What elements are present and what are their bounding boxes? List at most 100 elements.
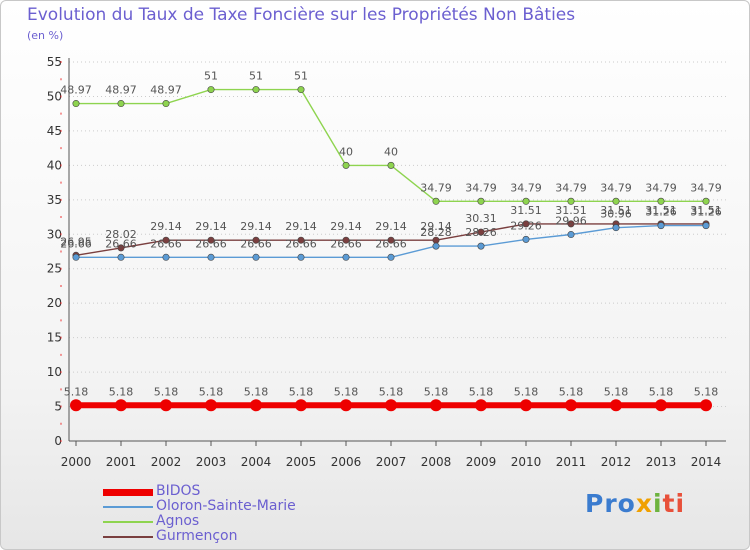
- data-label: 31.26: [690, 206, 722, 219]
- data-label: 30.96: [600, 208, 632, 221]
- data-label: 29.14: [420, 220, 452, 233]
- unit-label: (en %): [27, 29, 64, 42]
- data-label: 26.66: [375, 237, 407, 250]
- data-label: 26.66: [195, 237, 227, 250]
- data-point: [340, 399, 352, 412]
- y-tick-label: 25: [47, 262, 62, 276]
- data-point: [70, 399, 82, 412]
- data-label: 48.97: [150, 84, 182, 97]
- data-point: [162, 100, 170, 108]
- data-label: 5.18: [154, 385, 179, 398]
- x-tick-label: 2000: [61, 455, 92, 469]
- x-tick-label: 2009: [466, 455, 497, 469]
- data-point: [297, 86, 305, 94]
- data-label: 29.26: [510, 219, 542, 232]
- data-point: [72, 253, 80, 261]
- x-tick-label: 2012: [601, 455, 632, 469]
- data-point: [522, 197, 530, 205]
- data-label: 5.18: [469, 385, 494, 398]
- data-point: [207, 86, 215, 94]
- data-point: [162, 236, 170, 244]
- data-label: 29.14: [285, 220, 317, 233]
- x-tick-label: 2002: [151, 455, 182, 469]
- data-point: [342, 236, 350, 244]
- data-label: 5.18: [694, 385, 719, 398]
- data-point: [657, 197, 665, 205]
- x-tick-label: 2013: [646, 455, 677, 469]
- data-label: 31.51: [690, 204, 722, 217]
- data-label: 34.79: [690, 181, 722, 194]
- data-point: [612, 197, 620, 205]
- data-point: [295, 399, 307, 412]
- data-point: [252, 86, 260, 94]
- data-label: 51: [249, 70, 263, 83]
- data-label: 5.18: [64, 385, 89, 398]
- legend-label: BIDOS: [156, 483, 201, 499]
- data-point: [387, 253, 395, 261]
- data-point: [385, 399, 397, 412]
- data-point: [567, 220, 575, 228]
- x-tick-label: 2005: [286, 455, 317, 469]
- data-label: 48.97: [105, 84, 137, 97]
- data-point: [162, 253, 170, 261]
- data-point: [342, 161, 350, 169]
- y-tick-label: 40: [47, 158, 62, 172]
- data-point: [702, 222, 710, 230]
- data-point: [387, 236, 395, 244]
- data-label: 31.51: [555, 204, 587, 217]
- data-label: 29.96: [555, 215, 587, 228]
- data-point: [117, 253, 125, 261]
- data-point: [297, 236, 305, 244]
- data-point: [567, 197, 575, 205]
- data-label: 29.14: [195, 220, 227, 233]
- data-point: [520, 399, 532, 412]
- data-label: 26.66: [285, 237, 317, 250]
- proxiti-logo: Proxiti: [585, 489, 685, 518]
- legend-label: Oloron-Sainte-Marie: [156, 498, 296, 514]
- data-label: 28.02: [105, 228, 137, 241]
- data-label: 34.79: [465, 181, 497, 194]
- logo-part-4: ti: [662, 489, 686, 518]
- data-label: 51: [204, 70, 218, 83]
- y-tick-label: 20: [47, 296, 62, 310]
- data-label: 5.18: [334, 385, 359, 398]
- y-tick-label: 15: [47, 331, 62, 345]
- data-point: [252, 253, 260, 261]
- data-label: 28.28: [420, 226, 452, 239]
- logo-part-1: Pro: [585, 489, 636, 518]
- x-tick-label: 2006: [331, 455, 362, 469]
- data-point: [430, 399, 442, 412]
- data-label: 5.18: [514, 385, 539, 398]
- data-label: 29.14: [375, 220, 407, 233]
- data-label: 34.79: [600, 181, 632, 194]
- data-point: [522, 220, 530, 228]
- y-tick-label: 55: [47, 55, 62, 69]
- data-point: [342, 253, 350, 261]
- x-tick-label: 2004: [241, 455, 272, 469]
- data-label: 40: [339, 145, 353, 158]
- data-point: [477, 228, 485, 236]
- data-point: [207, 236, 215, 244]
- chart-title: Evolution du Taux de Taxe Foncière sur l…: [27, 5, 576, 25]
- legend-swatch: [103, 536, 153, 538]
- data-point: [207, 253, 215, 261]
- legend-label: Gurmençon: [156, 528, 238, 544]
- data-label: 51: [294, 70, 308, 83]
- data-label: 34.79: [420, 181, 452, 194]
- data-point: [655, 399, 667, 412]
- data-label: 26.66: [240, 237, 272, 250]
- line-chart: 0 5 10 15 20 25 30 35 40 45 50 55 2000 2001 2002 2003 20…: [47, 55, 726, 469]
- data-point: [115, 399, 127, 412]
- data-label: 34.79: [555, 181, 587, 194]
- data-label: 29.14: [150, 220, 182, 233]
- logo-part-2: x: [635, 489, 653, 518]
- data-label: 31.51: [645, 204, 677, 217]
- data-point: [477, 197, 485, 205]
- data-point: [250, 399, 262, 412]
- data-label: 5.18: [559, 385, 584, 398]
- data-point: [610, 399, 622, 412]
- data-label: 48.97: [60, 84, 92, 97]
- legend-swatch: [103, 489, 153, 496]
- data-label: 5.18: [424, 385, 449, 398]
